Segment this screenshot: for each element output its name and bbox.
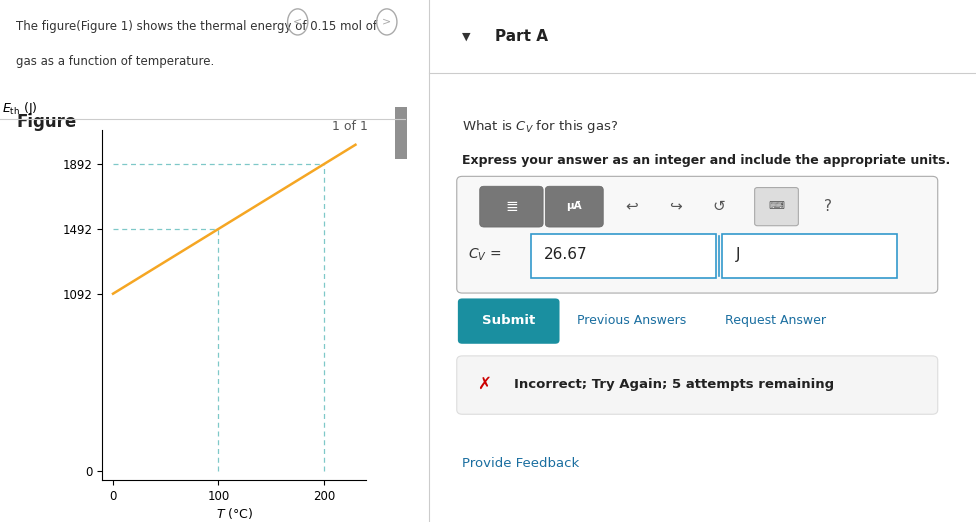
- Text: What is $C_V$ for this gas?: What is $C_V$ for this gas?: [463, 118, 619, 135]
- Text: <: <: [293, 17, 303, 27]
- Text: Previous Answers: Previous Answers: [577, 314, 686, 327]
- FancyBboxPatch shape: [754, 187, 798, 226]
- Text: ▼: ▼: [463, 31, 470, 42]
- Text: The figure(Figure 1) shows the thermal energy of 0.15 mol of: The figure(Figure 1) shows the thermal e…: [17, 20, 377, 33]
- Text: ?: ?: [825, 199, 833, 214]
- FancyBboxPatch shape: [722, 234, 897, 278]
- Text: Submit: Submit: [482, 314, 535, 327]
- Text: $E_{\rm th}$ (J): $E_{\rm th}$ (J): [2, 100, 38, 116]
- Text: 1 of 1: 1 of 1: [332, 120, 368, 133]
- Text: ↺: ↺: [712, 199, 725, 214]
- Text: J: J: [736, 247, 740, 263]
- FancyBboxPatch shape: [531, 234, 716, 278]
- Text: $C_V$ =: $C_V$ =: [468, 247, 501, 263]
- FancyBboxPatch shape: [546, 186, 603, 227]
- Text: Request Answer: Request Answer: [724, 314, 826, 327]
- Text: ↪: ↪: [669, 199, 682, 214]
- FancyBboxPatch shape: [395, 107, 407, 159]
- Text: Provide Feedback: Provide Feedback: [463, 457, 580, 470]
- Text: Part A: Part A: [495, 29, 549, 44]
- Text: μȦ: μȦ: [566, 201, 582, 211]
- Text: ≣: ≣: [505, 199, 518, 214]
- FancyBboxPatch shape: [457, 176, 938, 293]
- Text: gas as a function of temperature.: gas as a function of temperature.: [17, 55, 215, 67]
- Text: Incorrect; Try Again; 5 attempts remaining: Incorrect; Try Again; 5 attempts remaini…: [514, 378, 834, 390]
- FancyBboxPatch shape: [457, 356, 938, 414]
- Text: Figure: Figure: [17, 113, 76, 131]
- Text: Express your answer as an integer and include the appropriate units.: Express your answer as an integer and in…: [463, 154, 951, 167]
- FancyBboxPatch shape: [458, 299, 559, 344]
- Text: ↩: ↩: [626, 199, 638, 214]
- Text: ⌨: ⌨: [768, 201, 785, 211]
- Text: 26.67: 26.67: [545, 247, 588, 263]
- X-axis label: $T$ (°C): $T$ (°C): [216, 506, 253, 521]
- Text: >: >: [383, 17, 391, 27]
- FancyBboxPatch shape: [480, 186, 543, 227]
- Text: ✗: ✗: [477, 375, 491, 393]
